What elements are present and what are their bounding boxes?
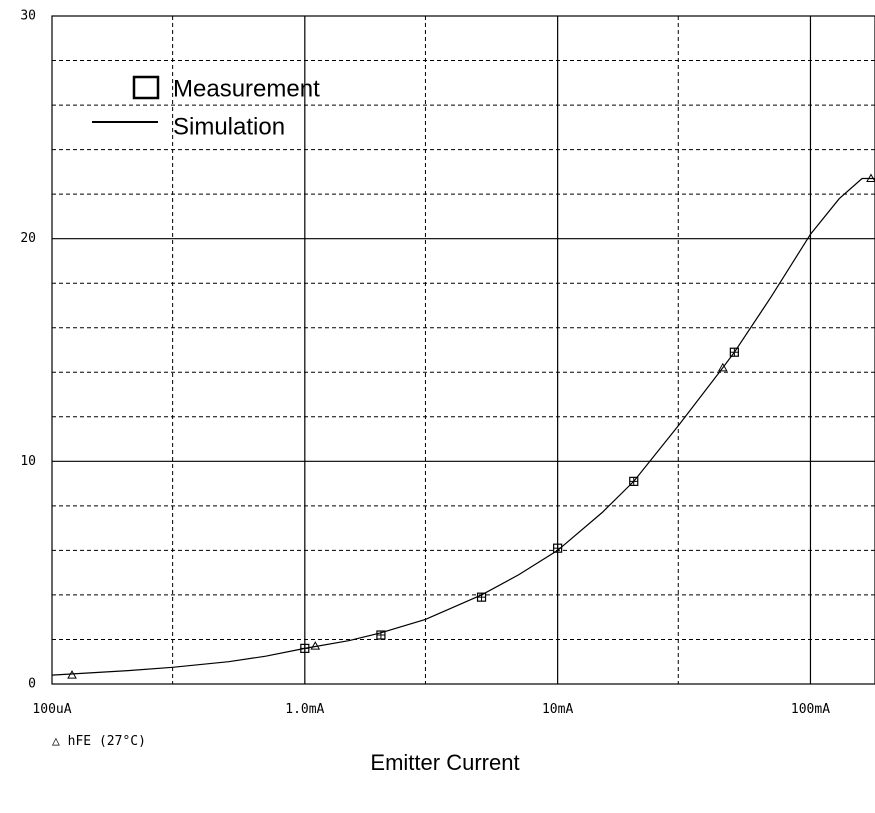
simulation-triangle-marker [310, 641, 321, 650]
simulation-triangle-marker [67, 670, 77, 679]
measurement-point [300, 643, 310, 653]
measurement-point [476, 592, 487, 602]
grid [52, 16, 875, 684]
y-tick-label: 30 [20, 9, 36, 24]
measurement-point [729, 347, 739, 357]
y-tick-label: 20 [20, 231, 36, 246]
series [51, 173, 875, 679]
plot-frame [51, 15, 875, 685]
axis-ticks: 100uA 1.0mA 10mA 100mA 0 10 20 30 [20, 9, 830, 718]
measurement-point [553, 543, 563, 553]
legend-square-marker [132, 75, 160, 100]
x-tick-label: 10mA [542, 702, 573, 717]
simulation-line [51, 177, 875, 676]
measurement-point [629, 476, 639, 486]
measurement-point [376, 630, 386, 640]
y-tick-label: 0 [28, 677, 36, 692]
simulation-triangle-marker [717, 362, 728, 372]
legend-label-simulation: Simulation [173, 114, 285, 141]
legend: Measurement Simulation [92, 76, 320, 141]
simulation-triangle-marker [866, 173, 875, 183]
legend-label-measurement: Measurement [173, 76, 320, 103]
x-tick-label: 1.0mA [285, 702, 324, 717]
x-tick-label: 100uA [32, 702, 71, 717]
y-tick-label: 10 [20, 454, 36, 469]
trace-label: △ hFE (27°C) [52, 734, 146, 749]
x-tick-label: 100mA [791, 702, 830, 717]
x-axis-title: Emitter Current [370, 750, 519, 775]
